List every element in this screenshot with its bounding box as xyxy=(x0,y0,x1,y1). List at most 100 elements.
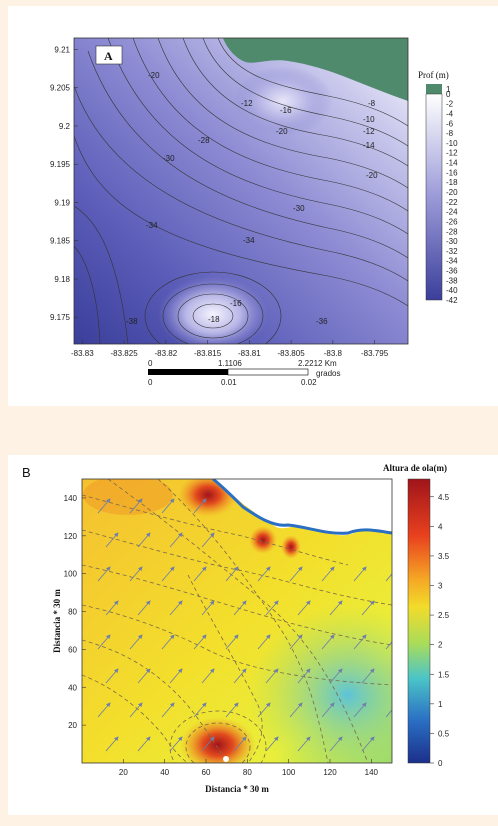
colorbar-tick-label: -26 xyxy=(446,217,458,226)
x-tick-label: -83.805 xyxy=(278,349,306,358)
colorbar-tick-label: -6 xyxy=(446,119,454,128)
colorbar-tick-label: 0 xyxy=(446,90,451,99)
direction-arrow xyxy=(193,498,207,514)
direction-arrow xyxy=(297,600,311,616)
colorbar-tick-label: -2 xyxy=(446,100,454,109)
colorbar-tick-label: 3.5 xyxy=(438,552,450,561)
direction-arrow xyxy=(265,600,279,616)
scale-deg-label: 0.01 xyxy=(221,378,237,387)
contour-label: -30 xyxy=(163,154,175,163)
y-axis-ticks: 140 120 100 80 60 40 20 xyxy=(64,494,86,730)
contour-labels: -20 -12 -16 -20 -28 -30 -34 -34 -38 -16 … xyxy=(126,71,378,326)
colorbar-tick-label: -18 xyxy=(446,178,458,187)
x-axis-ticks: -83.83 -83.825 -83.82 -83.815 -83.81 -83.805 -… xyxy=(71,340,389,358)
colorbar-tick-label: -36 xyxy=(446,267,458,276)
direction-arrow xyxy=(225,702,239,718)
direction-arrow xyxy=(353,634,367,650)
direction-arrow xyxy=(169,668,183,684)
shoal-marker xyxy=(223,756,229,762)
direction-arrow xyxy=(394,737,406,751)
colorbar-tick-label: -40 xyxy=(446,286,458,295)
direction-arrow xyxy=(321,634,335,650)
y-tick-label: 80 xyxy=(68,608,77,617)
shoal-hot-zone xyxy=(180,717,256,763)
contour-label: -36 xyxy=(316,317,328,326)
direction-arrow xyxy=(105,600,119,616)
direction-arrow xyxy=(233,600,247,616)
y-tick-label: 9.19 xyxy=(54,198,70,207)
direction-arrow xyxy=(201,600,215,616)
map-frame xyxy=(73,37,409,345)
contour-label: -28 xyxy=(198,136,210,145)
y-axis-label: Distancia * 30 m xyxy=(52,589,62,653)
x-tick-label: 140 xyxy=(365,768,379,777)
wave-patch xyxy=(83,479,173,515)
scale-deg-label: 0.02 xyxy=(301,378,317,387)
direction-arrow xyxy=(105,532,119,548)
direction-arrow xyxy=(105,736,119,752)
shoal-area xyxy=(158,276,268,344)
high-wave-zone xyxy=(281,535,301,559)
direction-arrow xyxy=(394,669,406,683)
direction-arrow xyxy=(129,702,143,718)
colorbar-tick-label: -16 xyxy=(446,168,458,177)
contour-label: -16 xyxy=(230,299,242,308)
direction-arrow xyxy=(161,634,175,650)
direction-arrow xyxy=(289,634,303,650)
contour-label: -10 xyxy=(363,115,375,124)
high-wave-zone xyxy=(249,526,277,554)
contour-label: -34 xyxy=(146,221,158,230)
direction-arrow xyxy=(137,736,151,752)
colorbar-tick-label: 0 xyxy=(438,759,443,768)
colorbar-tick-label: -42 xyxy=(446,296,458,305)
x-tick-label: -83.81 xyxy=(238,349,261,358)
direction-arrow xyxy=(137,600,151,616)
direction-arrow xyxy=(265,668,279,684)
direction-arrow xyxy=(201,532,215,548)
scale-bar: 0 1.1106 2.2212 Km 0 0.01 0.02 grados xyxy=(148,359,340,387)
land-mass xyxy=(223,38,408,101)
y-axis-ticks: 9.21 9.205 9.2 9.195 9.19 9.185 9.18 9.175 xyxy=(50,45,78,322)
colorbar-ticks: 4.5 4 3.5 3 2.5 2 1.5 1 0.5 0 xyxy=(430,493,450,768)
plot-frame xyxy=(81,478,393,764)
colorbar-tick-label: -14 xyxy=(446,159,458,168)
x-tick-label: -83.83 xyxy=(71,349,94,358)
direction-arrow xyxy=(329,736,343,752)
direction-arrow xyxy=(201,668,215,684)
colorbar-tick-label: -10 xyxy=(446,139,458,148)
direction-arrow xyxy=(129,634,143,650)
direction-arrow xyxy=(97,634,111,650)
direction-arrow xyxy=(257,634,271,650)
wave-rays xyxy=(82,479,392,763)
direction-arrow xyxy=(289,702,303,718)
panel-b: B 20 40 60 80 100 120 140 140 120 100 80 60 40 20 Di… xyxy=(8,455,498,815)
colorbar-title: Prof (m) xyxy=(418,70,449,80)
direction-arrow xyxy=(225,634,239,650)
direction-arrow xyxy=(129,498,143,514)
colorbar-tick-label: -38 xyxy=(446,276,458,285)
contour-label: -12 xyxy=(363,127,375,136)
direction-arrow xyxy=(97,702,111,718)
direction-arrow xyxy=(289,566,303,582)
y-tick-label: 9.18 xyxy=(54,275,70,284)
colorbar-tick-label: 1.5 xyxy=(438,670,450,679)
direction-arrow xyxy=(201,736,215,752)
direction-arrow xyxy=(233,668,247,684)
scale-bar-black xyxy=(148,369,228,375)
direction-arrow xyxy=(257,566,271,582)
low-wave-zone xyxy=(248,605,392,763)
colorbar-tick-label: 4.5 xyxy=(438,493,450,502)
direction-arrow xyxy=(233,736,247,752)
colorbar-tick-label: 2.5 xyxy=(438,611,450,620)
direction-arrow xyxy=(385,641,392,650)
colorbar-tick-label: 2 xyxy=(438,641,443,650)
direction-arrow xyxy=(161,566,175,582)
contour-label: -20 xyxy=(148,71,160,80)
contour-label: -20 xyxy=(366,171,378,180)
x-tick-label: -83.795 xyxy=(361,349,389,358)
contour-label: -16 xyxy=(280,106,292,115)
x-tick-label: -83.82 xyxy=(155,349,178,358)
shoreline xyxy=(212,479,392,535)
direction-arrow xyxy=(385,573,392,582)
